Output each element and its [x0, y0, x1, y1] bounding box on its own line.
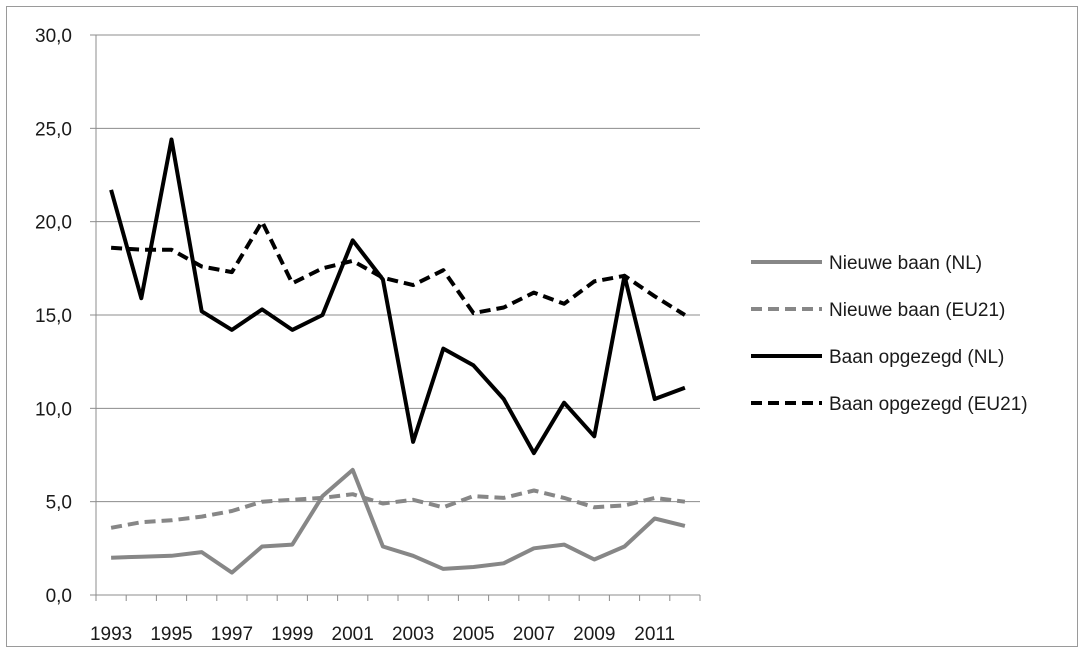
legend-label-1: Nieuwe baan (NL) [829, 253, 982, 274]
axes [90, 34, 701, 601]
x-tick-label: 2001 [332, 624, 374, 645]
x-tick-label: 2011 [634, 624, 675, 645]
chart-frame [6, 6, 1078, 647]
legend-label-4: Baan opgezegd (EU21) [829, 394, 1028, 415]
x-tick-label: 1999 [271, 624, 313, 645]
y-tick-label: 5,0 [46, 493, 72, 514]
gridlines [96, 34, 700, 503]
x-tick-label: 1995 [150, 624, 192, 645]
x-tick-label: 1997 [211, 624, 253, 645]
y-tick-label: 25,0 [35, 119, 72, 140]
x-axis-tick-labels: 1993 1995 1997 1999 2001 2003 2005 2007 2009 2011 [90, 624, 675, 645]
y-tick-label: 20,0 [35, 213, 72, 234]
y-axis-tick-labels: 0,0 5,0 10,0 15,0 20,0 25,0 30,0 [35, 26, 72, 607]
y-tick-label: 30,0 [35, 26, 72, 47]
legend: Nieuwe baan (NL) Nieuwe baan (EU21) Baan o… [751, 253, 1028, 415]
legend-label-2: Nieuwe baan (EU21) [829, 300, 1005, 321]
series-lines [109, 137, 686, 575]
series-line-4 [110, 219, 686, 317]
x-tick-label: 2007 [513, 624, 555, 645]
legend-label-3: Baan opgezegd (NL) [829, 347, 1004, 368]
series-line-1 [111, 467, 686, 575]
series-line-2 [110, 488, 686, 530]
x-tick-label: 2005 [452, 624, 494, 645]
x-tick-label: 2003 [392, 624, 434, 645]
series-line-3 [109, 137, 686, 456]
x-tick-label: 2009 [573, 624, 615, 645]
y-tick-label: 0,0 [46, 586, 72, 607]
y-tick-label: 15,0 [35, 306, 72, 327]
x-tick-label: 1993 [90, 624, 132, 645]
y-tick-label: 10,0 [35, 399, 72, 420]
